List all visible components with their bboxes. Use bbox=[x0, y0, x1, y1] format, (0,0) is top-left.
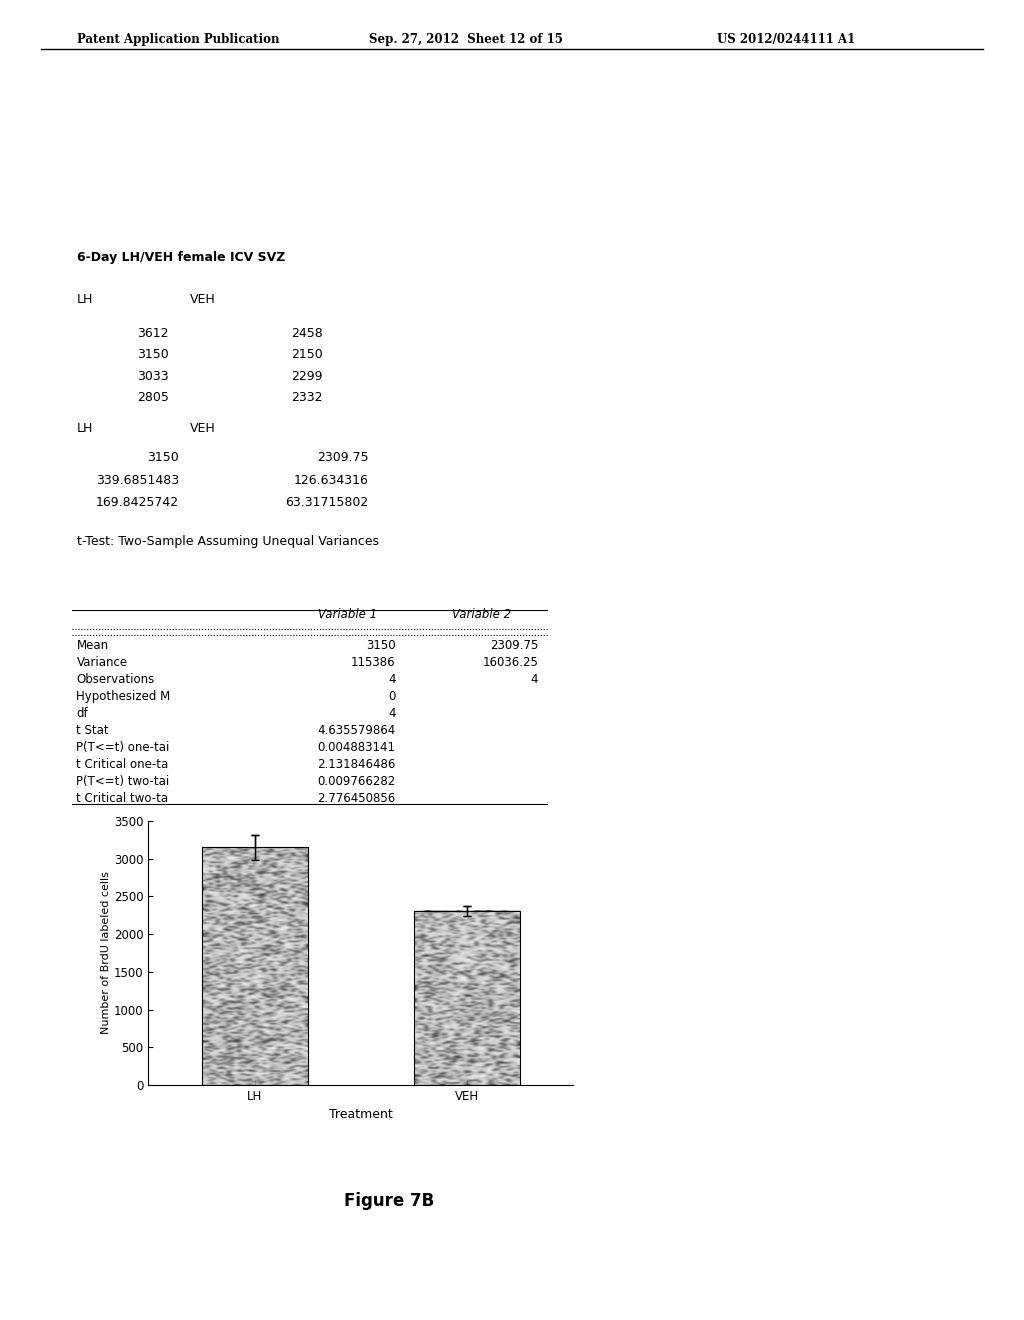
Text: LH: LH bbox=[77, 293, 93, 306]
Text: 3150: 3150 bbox=[147, 451, 179, 465]
Text: 2309.75: 2309.75 bbox=[489, 639, 539, 652]
X-axis label: Treatment: Treatment bbox=[329, 1109, 393, 1122]
Text: Variable 1: Variable 1 bbox=[318, 607, 378, 620]
Text: t Critical one-ta: t Critical one-ta bbox=[77, 758, 169, 771]
Text: 3033: 3033 bbox=[137, 370, 169, 383]
Text: 3150: 3150 bbox=[366, 639, 395, 652]
Text: 4.635579864: 4.635579864 bbox=[317, 723, 395, 737]
Text: LH: LH bbox=[77, 422, 93, 436]
Text: t Critical two-ta: t Critical two-ta bbox=[77, 792, 169, 805]
Text: 16036.25: 16036.25 bbox=[482, 656, 539, 669]
Text: Sep. 27, 2012  Sheet 12 of 15: Sep. 27, 2012 Sheet 12 of 15 bbox=[369, 33, 562, 46]
Text: 2332: 2332 bbox=[291, 391, 323, 404]
Text: Variable 2: Variable 2 bbox=[452, 607, 511, 620]
Text: 2299: 2299 bbox=[291, 370, 323, 383]
Text: 2.131846486: 2.131846486 bbox=[317, 758, 395, 771]
Text: Observations: Observations bbox=[77, 673, 155, 686]
Text: 2458: 2458 bbox=[291, 327, 323, 341]
Text: 4: 4 bbox=[388, 706, 395, 719]
Bar bbox=[202, 847, 308, 1085]
Text: 2805: 2805 bbox=[137, 391, 169, 404]
Text: Variance: Variance bbox=[77, 656, 128, 669]
Text: Hypothesized M: Hypothesized M bbox=[77, 690, 171, 702]
Text: 0.004883141: 0.004883141 bbox=[317, 741, 395, 754]
Text: 169.8425742: 169.8425742 bbox=[96, 496, 179, 510]
Text: US 2012/0244111 A1: US 2012/0244111 A1 bbox=[717, 33, 855, 46]
Text: 6-Day LH/VEH female ICV SVZ: 6-Day LH/VEH female ICV SVZ bbox=[77, 251, 285, 264]
Bar bbox=[414, 911, 520, 1085]
Text: 3612: 3612 bbox=[137, 327, 169, 341]
Text: Patent Application Publication: Patent Application Publication bbox=[77, 33, 280, 46]
Text: Figure 7B: Figure 7B bbox=[344, 1192, 434, 1210]
Y-axis label: Number of BrdU labeled cells: Number of BrdU labeled cells bbox=[101, 871, 112, 1035]
Text: t Stat: t Stat bbox=[77, 723, 110, 737]
Text: 63.31715802: 63.31715802 bbox=[286, 496, 369, 510]
Text: 4: 4 bbox=[388, 673, 395, 686]
Text: t-Test: Two-Sample Assuming Unequal Variances: t-Test: Two-Sample Assuming Unequal Vari… bbox=[77, 535, 379, 548]
Text: 2150: 2150 bbox=[291, 348, 323, 362]
Text: VEH: VEH bbox=[189, 293, 215, 306]
Text: 2.776450856: 2.776450856 bbox=[317, 792, 395, 805]
Text: 115386: 115386 bbox=[351, 656, 395, 669]
Text: P(T<=t) two-tai: P(T<=t) two-tai bbox=[77, 775, 170, 788]
Text: 2309.75: 2309.75 bbox=[317, 451, 369, 465]
Text: VEH: VEH bbox=[189, 422, 215, 436]
Text: P(T<=t) one-tai: P(T<=t) one-tai bbox=[77, 741, 170, 754]
Text: 0: 0 bbox=[388, 690, 395, 702]
Text: df: df bbox=[77, 706, 88, 719]
Text: 126.634316: 126.634316 bbox=[294, 474, 369, 487]
Text: 3150: 3150 bbox=[137, 348, 169, 362]
Text: 4: 4 bbox=[530, 673, 539, 686]
Text: 0.009766282: 0.009766282 bbox=[317, 775, 395, 788]
Text: 339.6851483: 339.6851483 bbox=[96, 474, 179, 487]
Text: Mean: Mean bbox=[77, 639, 109, 652]
